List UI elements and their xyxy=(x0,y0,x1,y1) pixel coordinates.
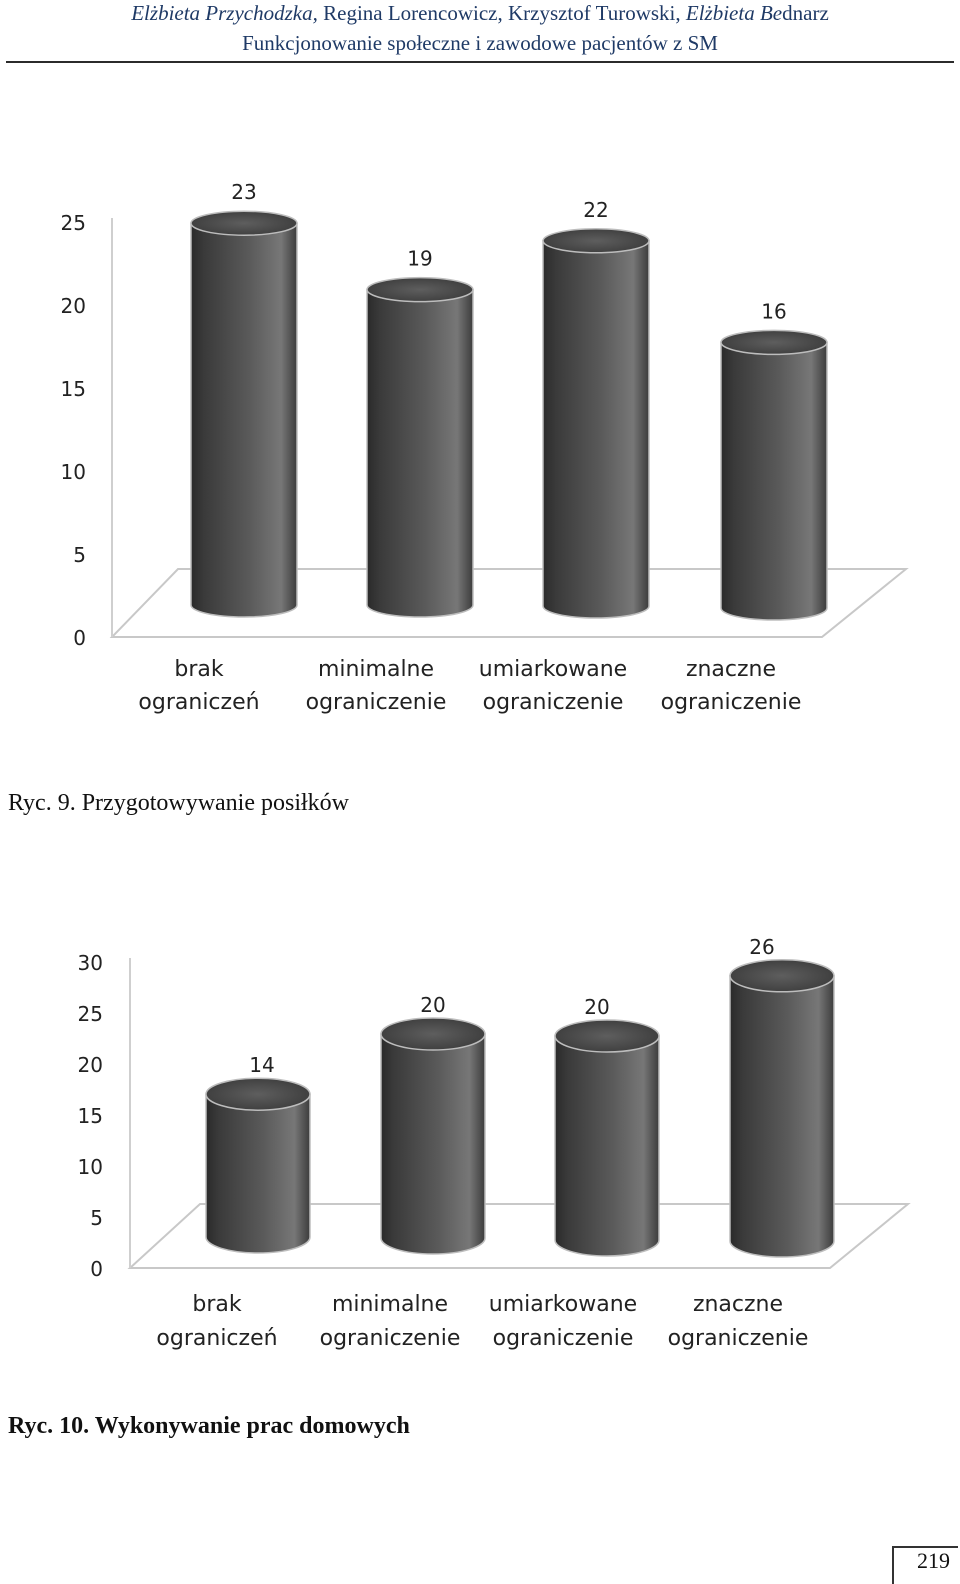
data-label: 20 xyxy=(420,993,445,1017)
bar xyxy=(729,959,835,1258)
figure-9-caption: Ryc. 9. Przygotowywanie posiłków xyxy=(8,790,350,816)
bar-top xyxy=(729,959,835,993)
header-journal-title: Funkcjonowanie społeczne i zawodowe pacj… xyxy=(242,31,718,55)
data-label: 16 xyxy=(761,299,786,323)
data-label: 26 xyxy=(749,935,774,959)
authors-rest: Regina Lorencowicz, Krzysztof Turowski, xyxy=(317,1,686,25)
bar xyxy=(205,1077,311,1254)
bar-body xyxy=(190,222,298,618)
authors-tail: dnarz xyxy=(782,1,829,25)
data-label: 23 xyxy=(231,180,256,204)
bar-body xyxy=(542,240,650,619)
x-category-label: umiarkowane xyxy=(489,1292,637,1317)
bar-top xyxy=(366,276,474,303)
bar-body xyxy=(729,975,835,1258)
data-label: 22 xyxy=(583,198,608,222)
data-label: 14 xyxy=(249,1053,274,1077)
y-tick-label: 25 xyxy=(78,1002,103,1026)
y-tick-label: 25 xyxy=(61,211,86,235)
x-category-label: umiarkowane xyxy=(479,657,627,682)
bar-top xyxy=(380,1017,486,1051)
x-category-label: ograniczeń xyxy=(156,1326,277,1351)
running-header: Elżbieta Przychodzka, Regina Lorencowicz… xyxy=(0,0,960,64)
y-tick-label: 15 xyxy=(78,1104,103,1128)
y-tick-label: 15 xyxy=(61,377,86,401)
bar-body xyxy=(366,288,474,618)
x-category-label: ograniczeń xyxy=(138,690,259,715)
x-category-label: ograniczenie xyxy=(661,690,802,715)
y-tick-label: 20 xyxy=(61,294,86,318)
bar-top xyxy=(190,210,298,236)
bar xyxy=(190,210,298,618)
figure-10-caption: Ryc. 10. Wykonywanie prac domowych xyxy=(8,1413,410,1439)
bar-body xyxy=(380,1033,486,1255)
y-tick-label: 5 xyxy=(73,543,86,567)
x-category-label: ograniczenie xyxy=(493,1326,634,1351)
chart-floor xyxy=(127,1203,911,1269)
y-tick-label: 0 xyxy=(90,1257,103,1281)
bar-body xyxy=(554,1035,660,1257)
bar-top xyxy=(720,329,828,356)
data-label: 20 xyxy=(584,995,609,1019)
y-tick-label: 5 xyxy=(90,1206,103,1230)
bar-body xyxy=(720,341,828,621)
y-tick-label: 20 xyxy=(78,1053,103,1077)
bar xyxy=(366,276,474,618)
y-tick-label: 10 xyxy=(78,1155,103,1179)
chart-floor xyxy=(109,568,909,638)
x-category-label: ograniczenie xyxy=(320,1326,461,1351)
bar-top xyxy=(554,1019,660,1053)
bar xyxy=(554,1019,660,1257)
y-tick-label: 0 xyxy=(73,626,86,650)
data-label: 19 xyxy=(407,247,432,271)
y-tick-label: 30 xyxy=(78,951,103,975)
x-category-label: minimalne xyxy=(332,1292,448,1317)
bar-top xyxy=(542,228,650,254)
figure-9-chart: 0 5 10 15 20 25 23 brak ograniczeń 19 minimalne ogr… xyxy=(61,180,909,715)
x-category-label: brak xyxy=(174,657,223,682)
x-category-label: ograniczenie xyxy=(668,1326,809,1351)
header-authors: Elżbieta Przychodzka, Regina Lorencowicz… xyxy=(0,1,960,26)
figure-10-chart: 0 5 10 15 20 25 30 14 brak ograniczeń 20 minimalne o… xyxy=(78,935,911,1351)
x-category-label: ograniczenie xyxy=(306,690,447,715)
bar xyxy=(380,1017,486,1255)
y-tick-label: 10 xyxy=(61,460,86,484)
author-italic-1: Elżbieta Przychodzka, xyxy=(131,1,318,25)
x-category-label: znaczne xyxy=(693,1292,783,1317)
x-category-label: ograniczenie xyxy=(483,690,624,715)
x-category-label: minimalne xyxy=(318,657,434,682)
bar xyxy=(542,228,650,619)
bar-body xyxy=(205,1093,311,1254)
bar-top xyxy=(205,1077,311,1111)
page-number: 219 xyxy=(917,1548,950,1573)
page-number-box xyxy=(892,1546,958,1584)
bar xyxy=(720,329,828,621)
author-italic-2: Elżbieta Be xyxy=(685,1,783,25)
x-category-label: brak xyxy=(192,1292,241,1317)
header-rule xyxy=(6,61,954,63)
x-category-label: znaczne xyxy=(686,657,776,682)
